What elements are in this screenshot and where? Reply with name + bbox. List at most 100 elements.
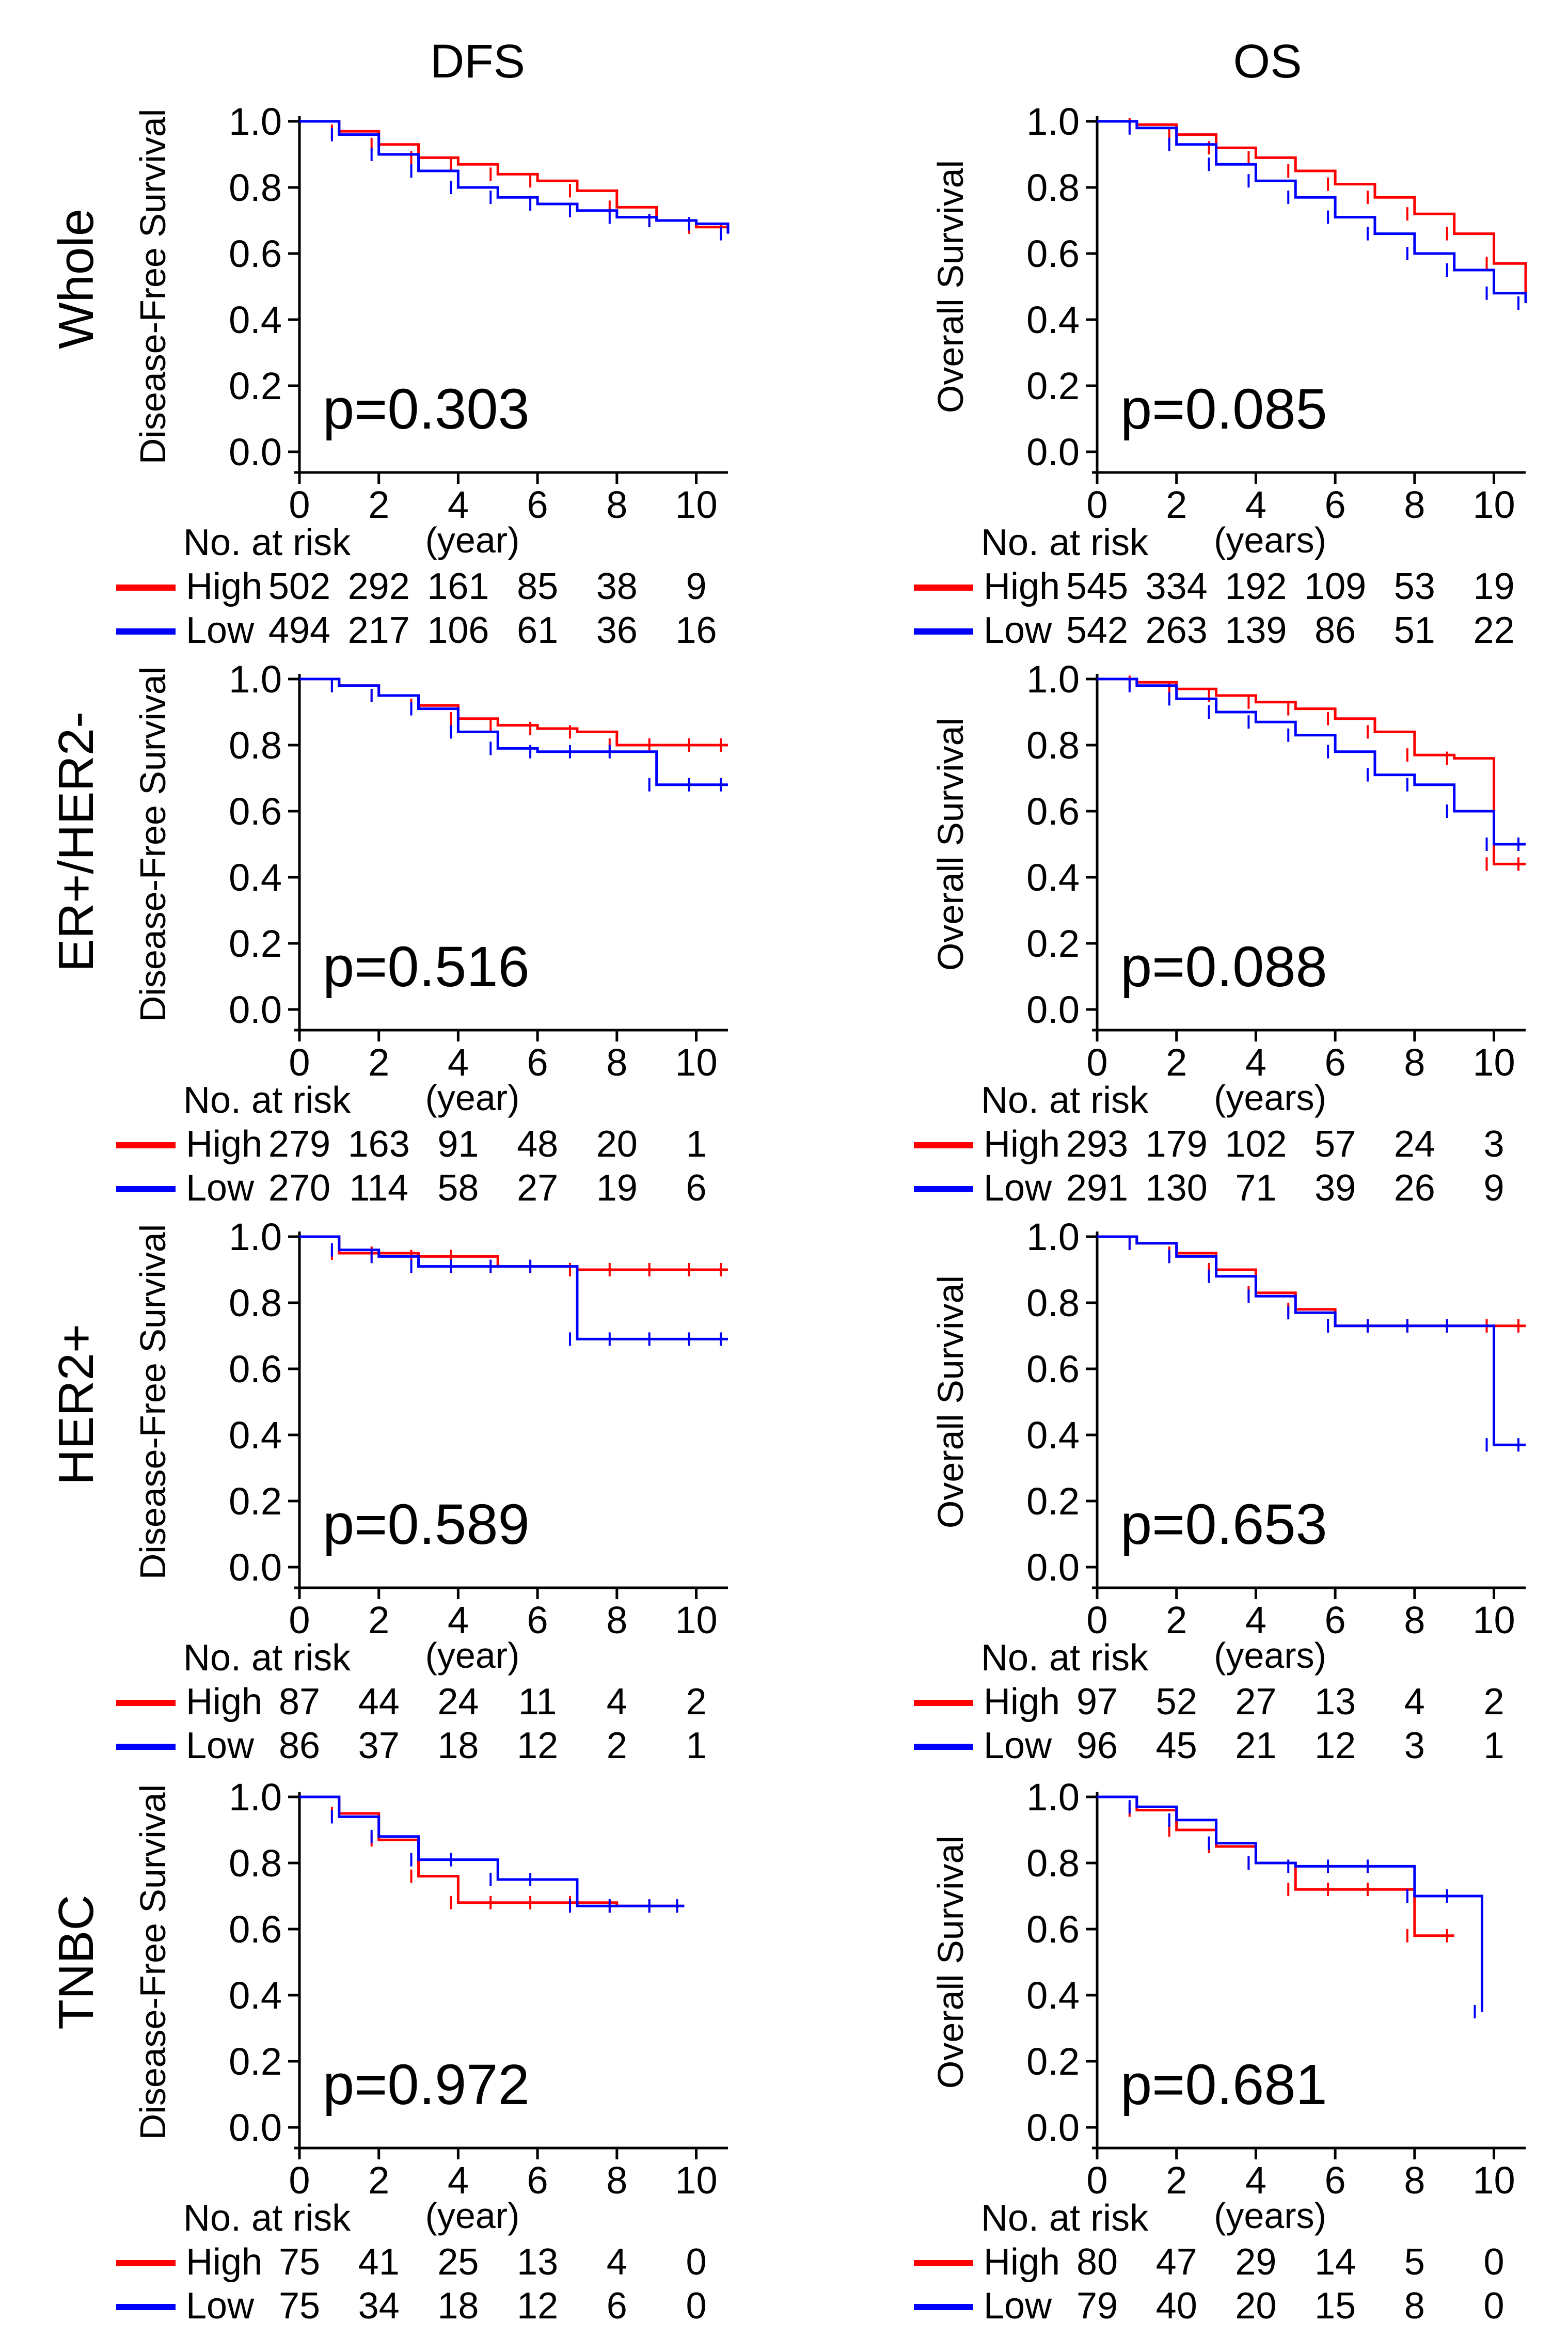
y-tick-label: 1.0: [1026, 1776, 1080, 1819]
p-value: p=0.088: [1120, 935, 1327, 999]
risk-table-title: No. at risk: [183, 1637, 351, 1679]
x-tick-label: 10: [675, 2159, 717, 2202]
survival-curve-high: [1097, 120, 1527, 303]
x-tick-label: 10: [1472, 1041, 1515, 1084]
risk-row-label-high: High: [186, 2241, 262, 2283]
risk-count: 29: [1235, 2241, 1276, 2283]
y-tick-label: 0.4: [1026, 856, 1080, 899]
risk-count: 502: [268, 566, 330, 607]
x-tick-label: 4: [1245, 1599, 1266, 1641]
x-tick-label: 2: [368, 483, 389, 526]
x-tick-label: 2: [368, 1041, 389, 1084]
risk-count: 71: [1235, 1167, 1276, 1209]
risk-count: 0: [686, 2241, 706, 2283]
y-tick-label: 0.2: [229, 1480, 282, 1523]
x-tick-label: 2: [1166, 1041, 1187, 1084]
risk-count: 545: [1066, 566, 1128, 607]
risk-count: 5: [1404, 2241, 1425, 2283]
y-tick-label: 0.6: [1026, 790, 1080, 833]
risk-row-label-low: Low: [186, 2285, 255, 2327]
risk-count: 3: [1483, 1124, 1504, 1165]
risk-count: 41: [358, 2241, 400, 2283]
risk-count: 9: [1483, 1167, 1504, 1209]
column-title-dfs: DFS: [430, 35, 525, 88]
x-tick-label: 2: [1166, 1599, 1187, 1641]
y-axis-label: Disease-Free Survival: [133, 109, 173, 465]
y-tick-label: 0.6: [229, 790, 282, 833]
risk-count: 291: [1066, 1167, 1128, 1209]
risk-count: 4: [607, 2241, 627, 2283]
risk-row-label-high: High: [984, 566, 1060, 607]
x-tick-label: 10: [675, 1599, 717, 1641]
y-tick-label: 0.0: [229, 1546, 282, 1589]
risk-count: 22: [1473, 610, 1514, 651]
x-tick-label: 4: [448, 2159, 469, 2202]
risk-count: 52: [1156, 1681, 1197, 1723]
risk-count: 9: [686, 566, 706, 607]
risk-count: 279: [268, 1124, 330, 1165]
risk-count: 4: [1404, 1681, 1425, 1723]
risk-row-label-high: High: [984, 2241, 1060, 2283]
risk-count: 1: [1483, 1725, 1504, 1766]
y-tick-label: 1.0: [229, 1215, 282, 1258]
risk-row-label-high: High: [984, 1681, 1060, 1723]
risk-row-label-low: Low: [984, 610, 1052, 651]
risk-count: 19: [596, 1167, 638, 1209]
risk-count: 44: [358, 1681, 400, 1723]
y-tick-label: 0.8: [229, 1282, 282, 1324]
survival-curve-high: [299, 1235, 728, 1271]
y-tick-label: 0.6: [1026, 1908, 1080, 1951]
risk-count: 106: [427, 610, 489, 651]
risk-row-label-high: High: [186, 1124, 262, 1165]
risk-count: 20: [1235, 2285, 1276, 2327]
y-axis-label: Overall Survival: [930, 718, 971, 971]
risk-count: 0: [1483, 2285, 1504, 2327]
survival-curve-high: [299, 677, 728, 747]
risk-count: 293: [1066, 1124, 1128, 1165]
risk-count: 37: [358, 1725, 400, 1766]
x-tick-label: 6: [1325, 483, 1346, 526]
y-axis-label-group: Disease-Free Survival: [133, 1785, 173, 2140]
x-axis-unit: (year): [425, 1635, 520, 1676]
y-tick-label: 1.0: [229, 1776, 282, 1819]
y-axis-label-group: Overall Survival: [930, 1275, 971, 1528]
x-tick-label: 4: [448, 1599, 469, 1641]
risk-count: 27: [1235, 1681, 1276, 1723]
survival-curve-low: [299, 1235, 728, 1340]
y-tick-label: 1.0: [1026, 658, 1080, 701]
risk-count: 61: [517, 610, 558, 651]
y-axis-label: Disease-Free Survival: [133, 1785, 173, 2140]
risk-count: 19: [1473, 566, 1514, 607]
risk-count: 4: [607, 1681, 627, 1723]
y-axis-label: Overall Survival: [930, 1275, 971, 1528]
survival-curve-low: [1097, 677, 1526, 846]
p-value: p=0.085: [1120, 377, 1327, 441]
risk-count: 16: [675, 610, 717, 651]
survival-curve-low: [1097, 1795, 1483, 2012]
x-tick-label: 10: [675, 1041, 717, 1084]
p-value: p=0.653: [1120, 1493, 1327, 1556]
x-tick-label: 6: [1325, 1599, 1346, 1641]
survival-curve-high: [299, 120, 730, 231]
x-tick-label: 2: [368, 2159, 389, 2202]
y-axis-label-group: Overall Survival: [930, 160, 971, 413]
x-axis-unit: (years): [1214, 1635, 1326, 1676]
risk-count: 14: [1314, 2241, 1356, 2283]
survival-curve-low: [299, 120, 730, 234]
risk-count: 21: [1235, 1725, 1276, 1766]
risk-table-title: No. at risk: [981, 1637, 1149, 1679]
survival-curve-low: [299, 1795, 685, 1907]
y-tick-label: 0.2: [1026, 1480, 1080, 1523]
svg-text:ER+/HER2-: ER+/HER2-: [49, 712, 104, 972]
y-tick-label: 0.6: [1026, 1348, 1080, 1391]
y-tick-label: 0.6: [229, 1348, 282, 1391]
x-tick-label: 0: [1086, 483, 1107, 526]
x-tick-label: 0: [289, 1599, 310, 1641]
risk-count: 75: [279, 2241, 320, 2283]
risk-count: 47: [1156, 2241, 1197, 2283]
risk-count: 263: [1146, 610, 1208, 651]
x-tick-label: 10: [1472, 1599, 1515, 1641]
risk-count: 13: [517, 2241, 558, 2283]
x-tick-label: 8: [1404, 483, 1425, 526]
